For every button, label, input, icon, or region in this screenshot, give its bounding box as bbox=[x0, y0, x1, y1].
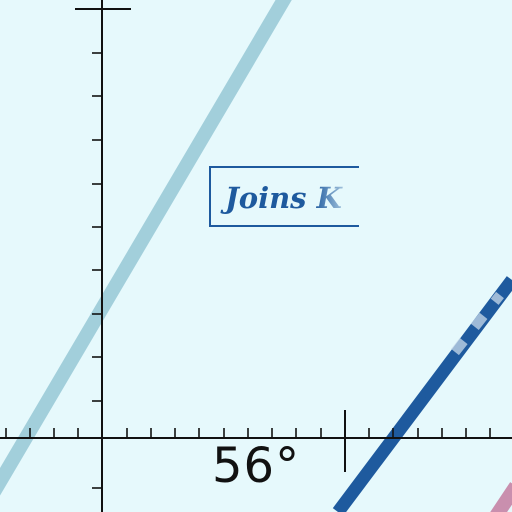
dark-blue-line bbox=[332, 276, 512, 512]
x-axis bbox=[0, 410, 512, 472]
callout-box: Joins K bbox=[209, 166, 359, 227]
callout-fade bbox=[313, 168, 359, 225]
pink-line bbox=[490, 482, 512, 512]
y-axis bbox=[75, 0, 131, 512]
light-blue-line bbox=[0, 0, 292, 496]
angle-label: 56° bbox=[212, 438, 301, 494]
